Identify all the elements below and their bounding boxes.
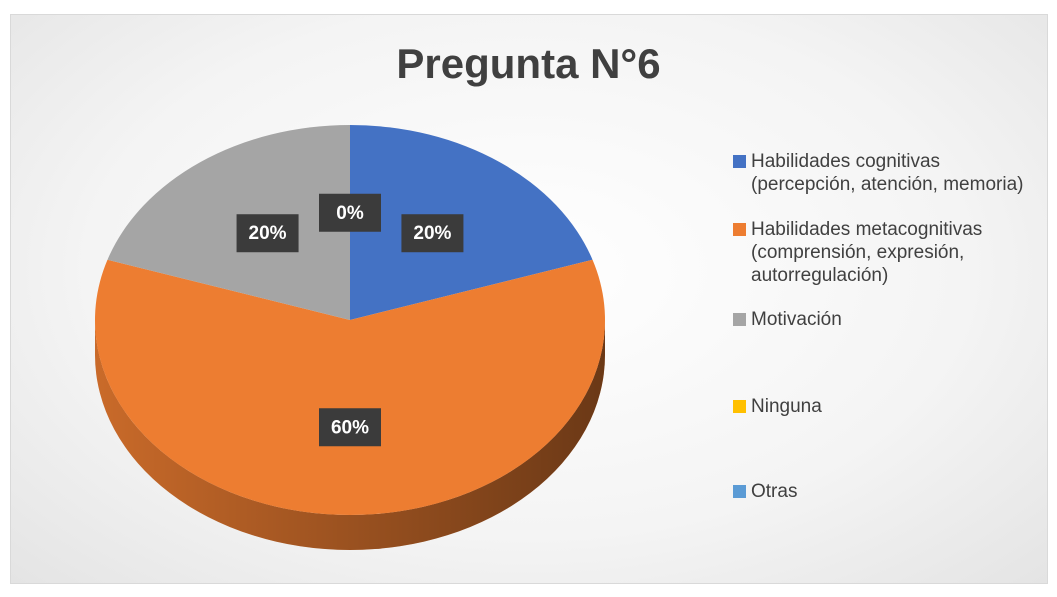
data-label-text: 20% (249, 223, 287, 244)
legend-item: Habilidades cognitivas (percepción, aten… (733, 150, 1033, 196)
data-label-box (401, 214, 464, 253)
legend-label: Habilidades metacognitivas (comprensión,… (751, 219, 983, 286)
legend-swatch (733, 400, 746, 413)
legend-label: Motivación (751, 309, 842, 330)
data-label: 60% (319, 408, 381, 447)
legend-item: Otras (733, 480, 1033, 503)
legend-label: Ninguna (751, 396, 822, 417)
data-label-text: 20% (413, 223, 451, 244)
data-label-box (319, 193, 381, 232)
legend-item: Motivación (733, 308, 1033, 331)
slice (350, 125, 593, 320)
data-label-box (319, 408, 381, 447)
legend-item: Ninguna (733, 395, 1033, 418)
legend-swatch (733, 223, 746, 236)
data-label-text: 60% (331, 417, 369, 438)
data-label: 20% (401, 214, 464, 253)
slice-side-shade (95, 320, 605, 550)
legend-swatch (733, 485, 746, 498)
legend-label: Habilidades cognitivas (percepción, aten… (751, 151, 1024, 195)
data-label-box (236, 214, 299, 253)
data-label-text: 0% (336, 203, 364, 224)
slice (95, 259, 606, 515)
slice (107, 125, 350, 320)
legend-swatch (733, 155, 746, 168)
chart-title: Pregunta N°6 (396, 40, 661, 87)
legend-label: Otras (751, 481, 798, 502)
data-label: 0% (319, 193, 381, 232)
data-label: 20% (236, 214, 299, 253)
legend-swatch (733, 313, 746, 326)
legend-item: Habilidades metacognitivas (comprensión,… (733, 218, 1033, 287)
